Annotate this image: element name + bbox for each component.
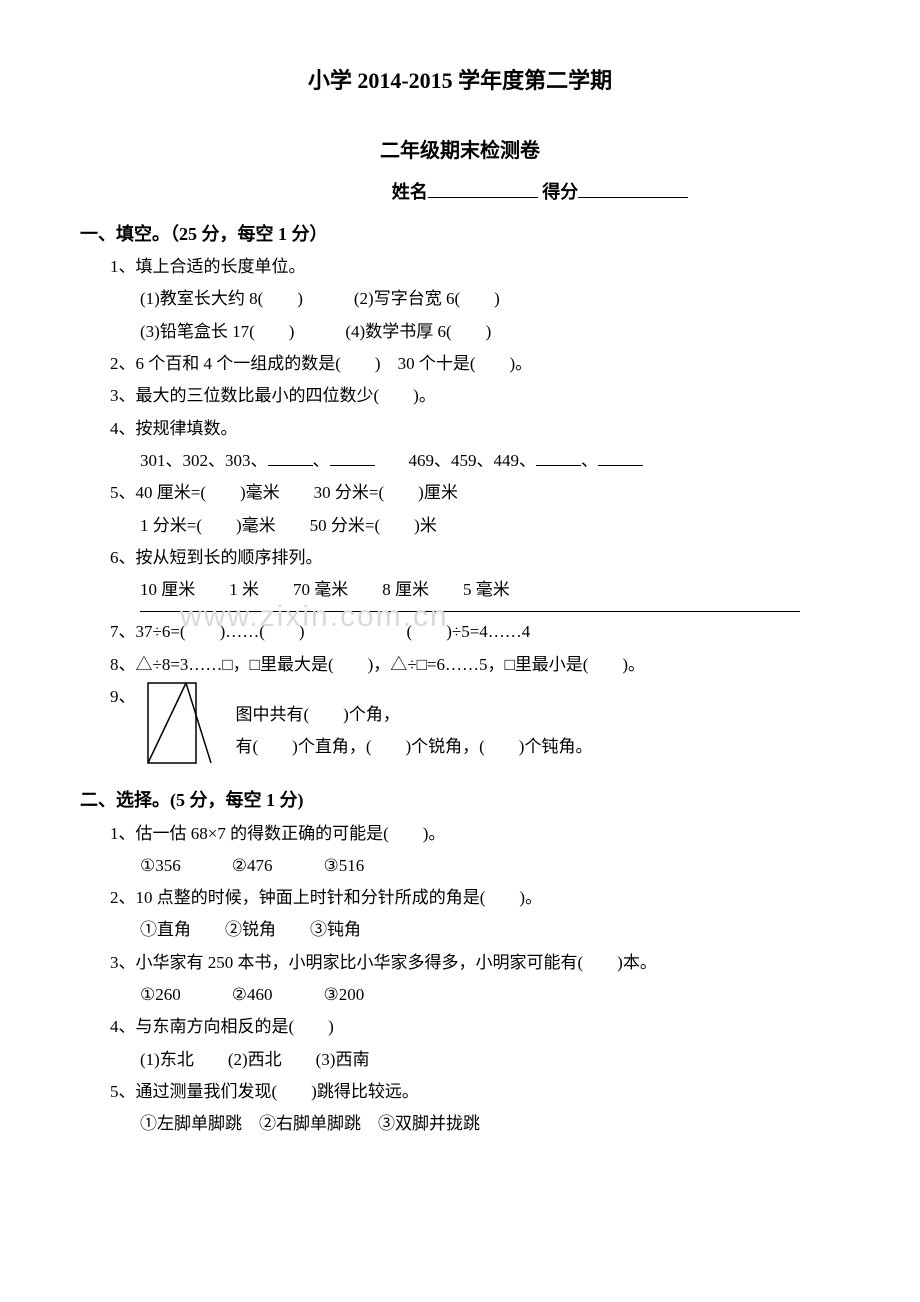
s2-q5: 5、通过测量我们发现( )跳得比较远。 (80, 1076, 840, 1108)
answer-line (140, 610, 800, 612)
s1-q2: 2、6 个百和 4 个一组成的数是( ) 30 个十是( )。 (80, 348, 840, 380)
s1-q9-label: 9、 (110, 681, 136, 713)
seq-blank4 (598, 448, 643, 466)
s1-q4-seq: 301、302、303、 、 469、459、449、 、 (80, 445, 840, 477)
seq-a: 301、302、303、 (140, 451, 268, 470)
seq-d: 、 (581, 451, 598, 470)
score-label: 得分 (542, 182, 578, 202)
s1-q1: 1、填上合适的长度单位。 (80, 251, 840, 283)
angle-shape-icon (146, 681, 216, 777)
seq-c: 469、459、449、 (375, 451, 537, 470)
section-2-head: 二、选择。(5 分，每空 1 分) (80, 783, 840, 817)
s2-q4-opts: (1)东北 (2)西北 (3)西南 (80, 1044, 840, 1076)
s1-q9: 9、 图中共有( )个角， 有( )个直角，( )个锐角，( )个钝角。 (80, 681, 840, 777)
sub-title: 二年级期末检测卷 (80, 132, 840, 170)
s1-q9-line1: 图中共有( )个角， (236, 699, 593, 731)
s1-q9-line2: 有( )个直角，( )个锐角，( )个钝角。 (236, 731, 593, 763)
s1-q7: 7、37÷6=( )……( ) ( )÷5=4……4 (80, 616, 840, 648)
s1-q5a: 5、40 厘米=( )毫米 30 分米=( )厘米 (80, 477, 840, 509)
s2-q4: 4、与东南方向相反的是( ) (80, 1011, 840, 1043)
seq-blank2 (330, 448, 375, 466)
s1-q6-items: 10 厘米 1 米 70 毫米 8 厘米 5 毫米 (80, 574, 840, 606)
s1-q3: 3、最大的三位数比最小的四位数少( )。 (80, 380, 840, 412)
name-score-line: 姓名 得分 (80, 175, 840, 209)
s1-q5b: 1 分米=( )毫米 50 分米=( )米 (80, 510, 840, 542)
seq-blank3 (536, 448, 581, 466)
s2-q3: 3、小华家有 250 本书，小明家比小华家多得多，小明家可能有( )本。 (80, 947, 840, 979)
s2-q2-opts: ①直角 ②锐角 ③钝角 (80, 914, 840, 946)
score-blank (578, 179, 688, 198)
s2-q1-opts: ①356 ②476 ③516 (80, 850, 840, 882)
s2-q1: 1、估一估 68×7 的得数正确的可能是( )。 (80, 818, 840, 850)
seq-blank1 (268, 448, 313, 466)
s2-q5-opts: ①左脚单脚跳 ②右脚单脚跳 ③双脚并拢跳 (80, 1108, 840, 1140)
s1-q4: 4、按规律填数。 (80, 413, 840, 445)
name-blank (428, 179, 538, 198)
s1-q8: 8、△÷8=3……□，□里最大是( )，△÷□=6……5，□里最小是( )。 (80, 649, 840, 681)
s1-q6: 6、按从短到长的顺序排列。 (80, 542, 840, 574)
s1-q1-2: (3)铅笔盒长 17( ) (4)数学书厚 6( ) (80, 316, 840, 348)
s2-q2: 2、10 点整的时候，钟面上时针和分针所成的角是( )。 (80, 882, 840, 914)
s2-q3-opts: ①260 ②460 ③200 (80, 979, 840, 1011)
name-label: 姓名 (392, 182, 428, 202)
s1-q1-1: (1)教室长大约 8( ) (2)写字台宽 6( ) (80, 283, 840, 315)
seq-b: 、 (313, 451, 330, 470)
section-1-head: 一、填空。（25 分，每空 1 分） (80, 217, 840, 251)
main-title: 小学 2014-2015 学年度第二学期 (80, 60, 840, 102)
